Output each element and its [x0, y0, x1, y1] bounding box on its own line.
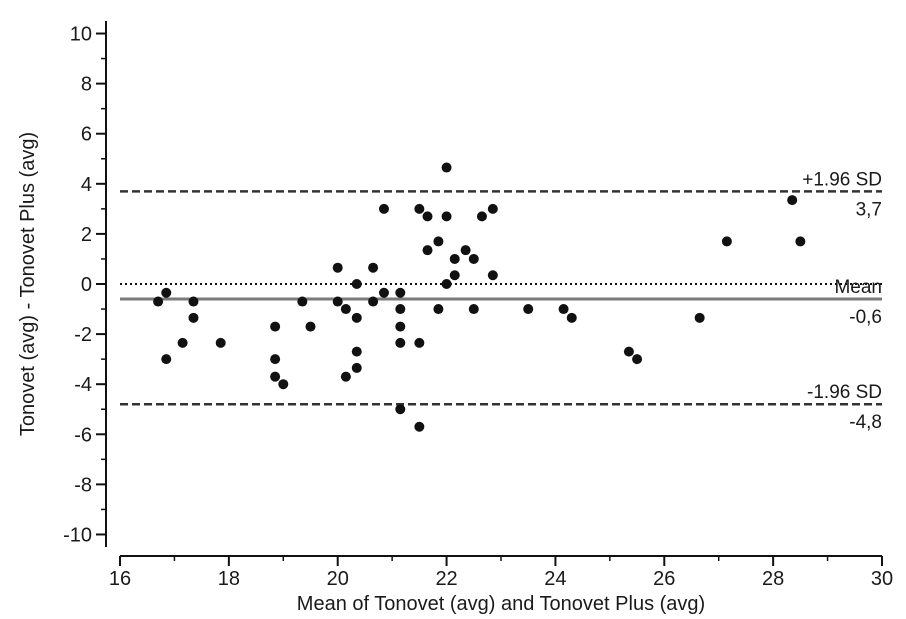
- x-tick-label: 16: [109, 568, 131, 590]
- y-axis: -10 -8 -6 -4 -2 0 2 4 6 8 10: [63, 21, 107, 547]
- data-point: [188, 312, 199, 323]
- data-point: [523, 304, 534, 315]
- data-point: [476, 211, 487, 222]
- data-point: [305, 321, 316, 332]
- y-tick-label: 0: [81, 274, 92, 296]
- y-ticks: -10 -8 -6 -4 -2 0 2 4 6 8 10: [63, 24, 106, 546]
- x-axis-title: Mean of Tonovet (avg) and Tonovet Plus (…: [297, 593, 705, 615]
- data-point: [395, 337, 406, 348]
- data-point: [422, 245, 433, 256]
- data-point: [351, 279, 362, 289]
- data-point: [623, 346, 634, 357]
- data-point: [368, 296, 379, 307]
- data-point: [795, 236, 806, 247]
- x-tick-label: 30: [871, 568, 893, 590]
- reference-labels: +1.96 SD 3,7 Mean -0,6 -1.96 SD -4,8: [802, 169, 882, 433]
- data-point: [161, 287, 172, 298]
- data-points: [153, 162, 806, 432]
- y-tick-label: -2: [74, 324, 92, 346]
- reference-line-value: -4,8: [849, 412, 882, 433]
- data-point: [414, 203, 425, 214]
- data-point: [378, 203, 389, 214]
- data-point: [188, 296, 199, 307]
- data-point: [270, 321, 281, 332]
- data-point: [278, 379, 289, 390]
- data-point: [433, 236, 444, 247]
- reference-lines: [120, 190, 882, 406]
- data-point: [414, 337, 425, 348]
- data-point: [449, 270, 460, 281]
- data-point: [441, 162, 452, 173]
- x-tick-label: 24: [544, 568, 566, 590]
- y-axis-title: Tonovet (avg) - Tonovet Plus (avg): [17, 132, 39, 436]
- y-tick-label: 8: [81, 74, 92, 96]
- data-point: [340, 371, 351, 382]
- data-point: [161, 354, 172, 365]
- data-point: [297, 296, 308, 307]
- reference-line-label: -1.96 SD: [807, 382, 882, 403]
- data-point: [487, 203, 498, 214]
- data-point: [694, 312, 705, 323]
- data-point: [632, 354, 643, 365]
- y-tick-label: 10: [70, 24, 92, 46]
- reference-line-label: Mean: [834, 277, 882, 298]
- data-point: [558, 304, 569, 315]
- data-point: [441, 211, 452, 222]
- y-tick-label: -8: [74, 474, 92, 496]
- x-axis: 16 18 20 22 24 26 28 30: [109, 555, 893, 590]
- data-point: [177, 337, 188, 348]
- data-point: [395, 287, 406, 298]
- data-point: [340, 304, 351, 315]
- data-point: [351, 362, 362, 373]
- y-tick-label: -10: [63, 524, 92, 546]
- data-point: [378, 287, 389, 298]
- data-point: [433, 304, 444, 315]
- plot-area: [120, 162, 882, 432]
- data-point: [460, 245, 471, 256]
- y-tick-label: 4: [81, 174, 92, 196]
- data-point: [449, 253, 460, 264]
- data-point: [395, 404, 406, 415]
- data-point: [721, 236, 732, 247]
- data-point: [787, 195, 798, 206]
- x-tick-label: 28: [762, 568, 784, 590]
- x-tick-label: 26: [653, 568, 675, 590]
- reference-line-label: +1.96 SD: [802, 169, 882, 190]
- data-point: [414, 421, 425, 432]
- data-point: [215, 337, 226, 348]
- data-point: [441, 279, 452, 289]
- data-point: [351, 346, 362, 357]
- reference-line-value: -0,6: [849, 307, 882, 328]
- data-point: [332, 262, 343, 273]
- data-point: [395, 304, 406, 315]
- x-ticks: 16 18 20 22 24 26 28 30: [109, 556, 893, 590]
- y-tick-label: -6: [74, 424, 92, 446]
- y-tick-label: 6: [81, 124, 92, 146]
- data-point: [566, 312, 577, 323]
- data-point: [468, 253, 479, 264]
- data-point: [270, 371, 281, 382]
- data-point: [422, 211, 433, 222]
- x-tick-label: 22: [435, 568, 457, 590]
- data-point: [468, 304, 479, 315]
- data-point: [153, 296, 164, 307]
- data-point: [270, 354, 281, 365]
- x-tick-label: 20: [327, 568, 349, 590]
- y-tick-label: 2: [81, 224, 92, 246]
- reference-line-value: 3,7: [856, 199, 882, 220]
- data-point: [332, 296, 343, 307]
- y-tick-label: -4: [74, 374, 92, 396]
- data-point: [351, 312, 362, 323]
- data-point: [395, 321, 406, 332]
- x-tick-label: 18: [218, 568, 240, 590]
- data-point: [487, 270, 498, 281]
- data-point: [368, 262, 379, 273]
